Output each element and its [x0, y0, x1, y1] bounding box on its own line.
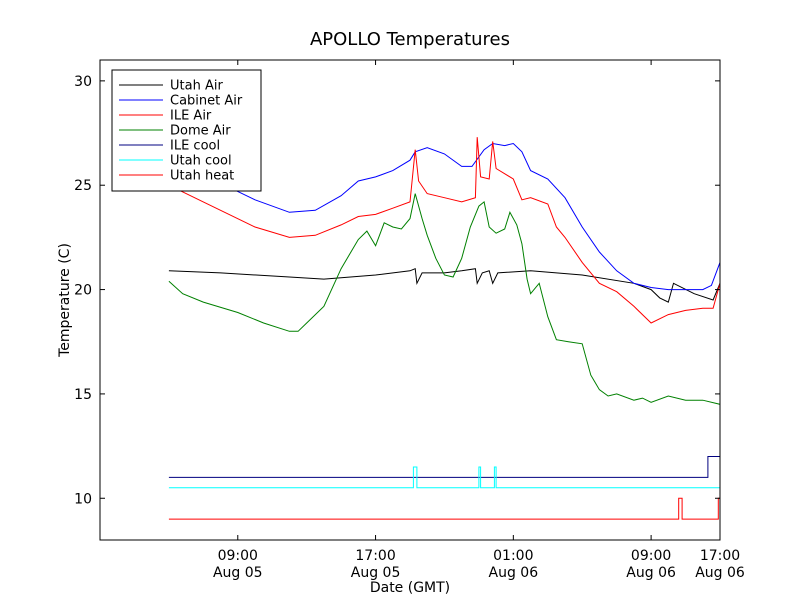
legend-label: Dome Air — [170, 124, 231, 139]
x-tick-label: 17:00 — [355, 548, 395, 564]
x-tick-label: 09:00 — [631, 548, 671, 564]
series-line-utah-air — [168, 267, 720, 303]
chart-title: APOLLO Temperatures — [310, 29, 510, 50]
y-tick-label: 10 — [74, 491, 92, 507]
x-tick-label: Aug 05 — [351, 565, 401, 581]
y-tick-label: 30 — [74, 74, 92, 90]
y-tick-label: 20 — [74, 283, 92, 299]
x-tick-label: 09:00 — [218, 548, 258, 564]
series-line-dome-air — [168, 193, 720, 405]
y-axis-label: Temperature (C) — [57, 243, 73, 358]
y-tick-label: 25 — [74, 178, 92, 194]
plot-lines — [168, 137, 720, 520]
legend-label: Utah Air — [170, 79, 223, 94]
series-line-ile-cool — [168, 456, 720, 478]
legend-label: ILE cool — [170, 139, 220, 154]
x-tick-label: 17:00 — [700, 548, 740, 564]
legend-label: Utah cool — [170, 154, 232, 169]
y-tick-label: 15 — [74, 387, 92, 403]
series-line-cabinet-air — [168, 142, 720, 291]
x-tick-label: Aug 05 — [213, 565, 263, 581]
x-tick-label: Aug 06 — [695, 565, 745, 581]
x-tick-label: Aug 06 — [626, 565, 676, 581]
x-tick-label: Aug 06 — [489, 565, 539, 581]
series-line-utah-heat — [168, 497, 720, 520]
legend-label: ILE Air — [170, 109, 212, 124]
series-line-utah-cool — [168, 466, 720, 489]
plot-frame — [99, 59, 721, 541]
legend-label: Utah heat — [170, 169, 234, 184]
x-tick-label: 01:00 — [493, 548, 533, 564]
x-axis-label: Date (GMT) — [370, 580, 450, 596]
legend-label: Cabinet Air — [170, 94, 243, 109]
series-line-ile-air — [168, 137, 720, 324]
